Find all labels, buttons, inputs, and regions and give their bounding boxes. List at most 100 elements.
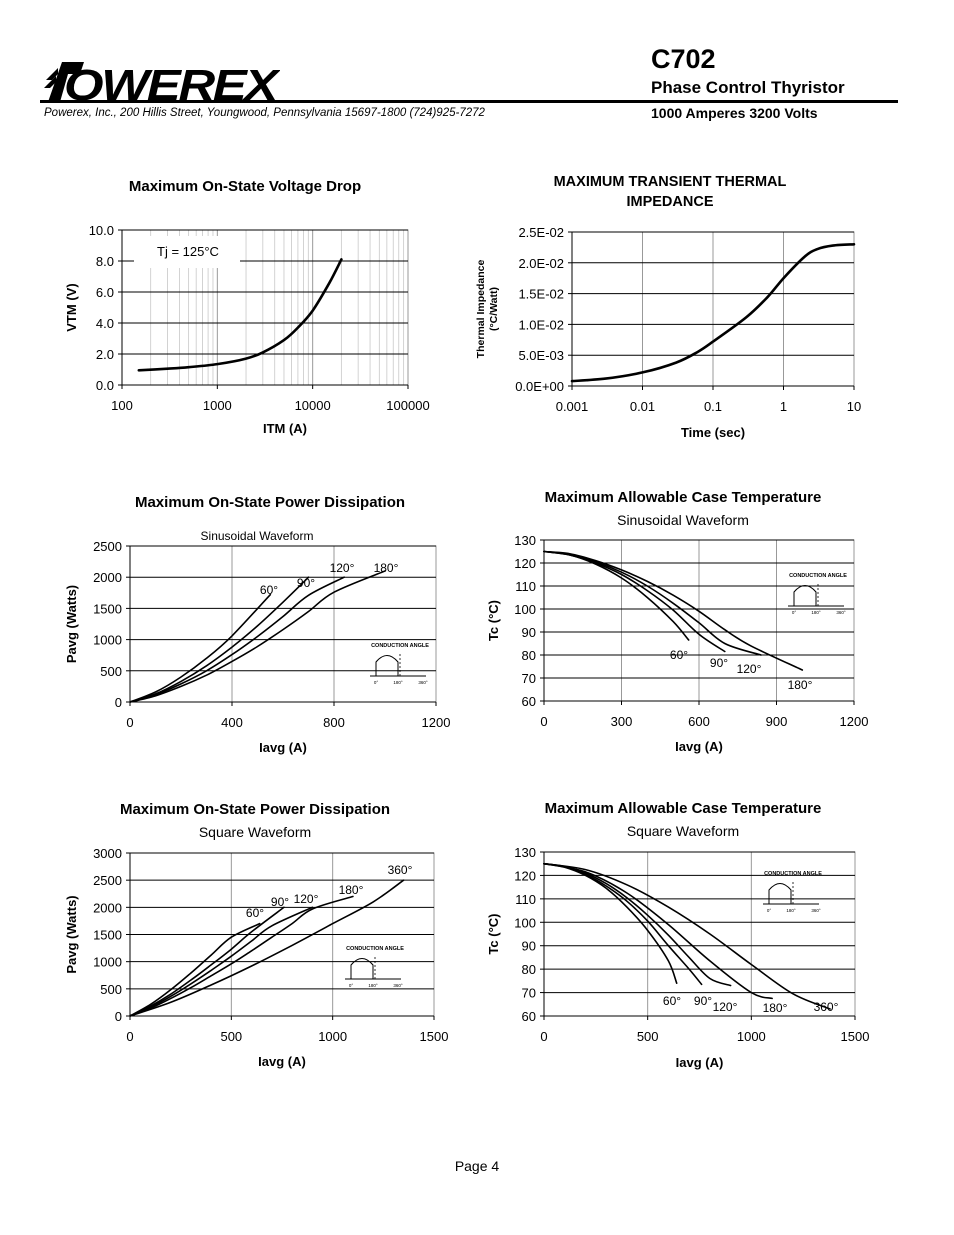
inset-title: CONDUCTION ANGLE (346, 946, 404, 952)
y-tick-label: 2.0 (96, 347, 114, 362)
y-tick-label: 100 (514, 915, 536, 930)
series-line-180deg (543, 862, 773, 1000)
y-tick-label: 90 (522, 625, 536, 640)
y-tick-label: 60 (522, 694, 536, 709)
device-rating: 1000 Amperes 3200 Volts (651, 105, 818, 121)
y-axis-label: Pavg (Watts) (64, 585, 79, 663)
x-axis-label: ITM (A) (263, 421, 307, 436)
chart-subtitle: Sinusoidal Waveform (201, 529, 314, 543)
y-axis-label: Tc (°C) (486, 913, 501, 954)
x-tick-label: 0 (540, 1029, 547, 1044)
x-tick-label: 500 (637, 1029, 659, 1044)
chart-subtitle: Sinusoidal Waveform (617, 512, 749, 528)
y-tick-label: 60 (522, 1009, 536, 1024)
inset-waveform (768, 883, 792, 904)
x-tick-label: 1000 (203, 398, 232, 413)
y-axis-label: Pavg (Watts) (64, 895, 79, 973)
series-label: 180° (788, 678, 813, 692)
y-axis-label: Thermal Impedance (475, 260, 487, 359)
series-label: 120° (737, 662, 762, 676)
y-tick-label: 130 (514, 533, 536, 548)
y-tick-label: 100 (514, 602, 536, 617)
y-tick-label: 0.0 (96, 378, 114, 393)
series-label: 60° (260, 583, 278, 597)
series-line-180deg (129, 570, 386, 703)
inset-tick-0: 0° (374, 680, 379, 685)
series-label: 90° (297, 576, 315, 590)
annotation-box (134, 236, 240, 268)
y-tick-label: 2.0E-02 (518, 256, 564, 271)
inset-title: CONDUCTION ANGLE (371, 643, 429, 649)
company-address: Powerex, Inc., 200 Hillis Street, Youngw… (44, 107, 485, 119)
inset-tick-180: 180° (786, 908, 796, 913)
inset-tick-0: 0° (792, 610, 797, 615)
y-tick-label: 2000 (93, 900, 122, 915)
x-tick-label: 1000 (737, 1029, 766, 1044)
powerex-logo: OWEREX (44, 61, 280, 104)
part-number: C702 (651, 44, 716, 74)
y-tick-label: 2500 (93, 873, 122, 888)
series-label: 360° (814, 1000, 839, 1014)
x-tick-label: 1500 (841, 1029, 870, 1044)
series-label: 120° (713, 1000, 738, 1014)
inset-tick-0: 0° (767, 908, 772, 913)
y-tick-label: 1000 (93, 633, 122, 648)
x-axis-label: Iavg (A) (675, 739, 723, 754)
x-tick-label: 100 (111, 398, 133, 413)
x-tick-label: 0.01 (630, 399, 655, 414)
series-line-120deg (129, 576, 345, 703)
inset-waveform (350, 958, 374, 979)
x-tick-label: 0.001 (556, 399, 589, 414)
x-tick-label: 800 (323, 715, 345, 730)
y-axis-label-units: (°C/Watt) (488, 287, 500, 331)
series-line-120deg (129, 906, 314, 1017)
x-tick-label: 1200 (422, 715, 451, 730)
x-tick-label: 1000 (318, 1029, 347, 1044)
chart-title: Maximum On-State Power Dissipation (135, 494, 405, 511)
x-tick-label: 300 (611, 714, 633, 729)
y-tick-label: 1000 (93, 955, 122, 970)
y-tick-label: 4.0 (96, 316, 114, 331)
chart-subtitle: Square Waveform (627, 823, 739, 839)
chart-title: IMPEDANCE (626, 194, 713, 210)
series-line-90deg (129, 906, 285, 1017)
y-tick-label: 0 (115, 1009, 122, 1024)
y-tick-label: 70 (522, 986, 536, 1001)
conduction-angle-inset: CONDUCTION ANGLE 0° 180° 360° (763, 871, 822, 913)
x-tick-label: 0 (540, 714, 547, 729)
inset-tick-360: 360° (393, 983, 403, 988)
series-label: 60° (246, 906, 264, 920)
x-tick-label: 400 (221, 715, 243, 730)
series-label: 360° (388, 863, 413, 877)
series-line-180deg (129, 895, 354, 1017)
inset-tick-180: 180° (811, 610, 821, 615)
x-tick-label: 10 (847, 399, 861, 414)
y-tick-label: 500 (100, 982, 122, 997)
y-tick-label: 500 (100, 664, 122, 679)
series-line-180deg (543, 550, 804, 671)
series-label: 90° (710, 656, 728, 670)
x-tick-label: 900 (766, 714, 788, 729)
x-tick-label: 600 (688, 714, 710, 729)
series-label: 180° (374, 561, 399, 575)
page-number: Page 4 (454, 1158, 500, 1174)
conduction-angle-inset: CONDUCTION ANGLE 0° 180° 360° (370, 643, 429, 685)
inset-tick-360: 360° (418, 680, 428, 685)
x-tick-label: 1200 (840, 714, 869, 729)
series-line-main (137, 258, 343, 372)
y-tick-label: 0 (115, 695, 122, 710)
series-label: 90° (271, 895, 289, 909)
chart-subtitle: Square Waveform (199, 824, 311, 840)
y-tick-label: 80 (522, 648, 536, 663)
y-tick-label: 70 (522, 671, 536, 686)
annotation-text: Tj = 125°C (157, 244, 219, 259)
inset-waveform (793, 585, 817, 606)
y-tick-label: 2000 (93, 570, 122, 585)
y-tick-label: 8.0 (96, 254, 114, 269)
conduction-angle-inset: CONDUCTION ANGLE 0° 180° 360° (345, 946, 404, 988)
svg-text:OWEREX: OWEREX (64, 61, 280, 104)
x-tick-label: 10000 (295, 398, 331, 413)
series-line-360deg (543, 862, 831, 1010)
